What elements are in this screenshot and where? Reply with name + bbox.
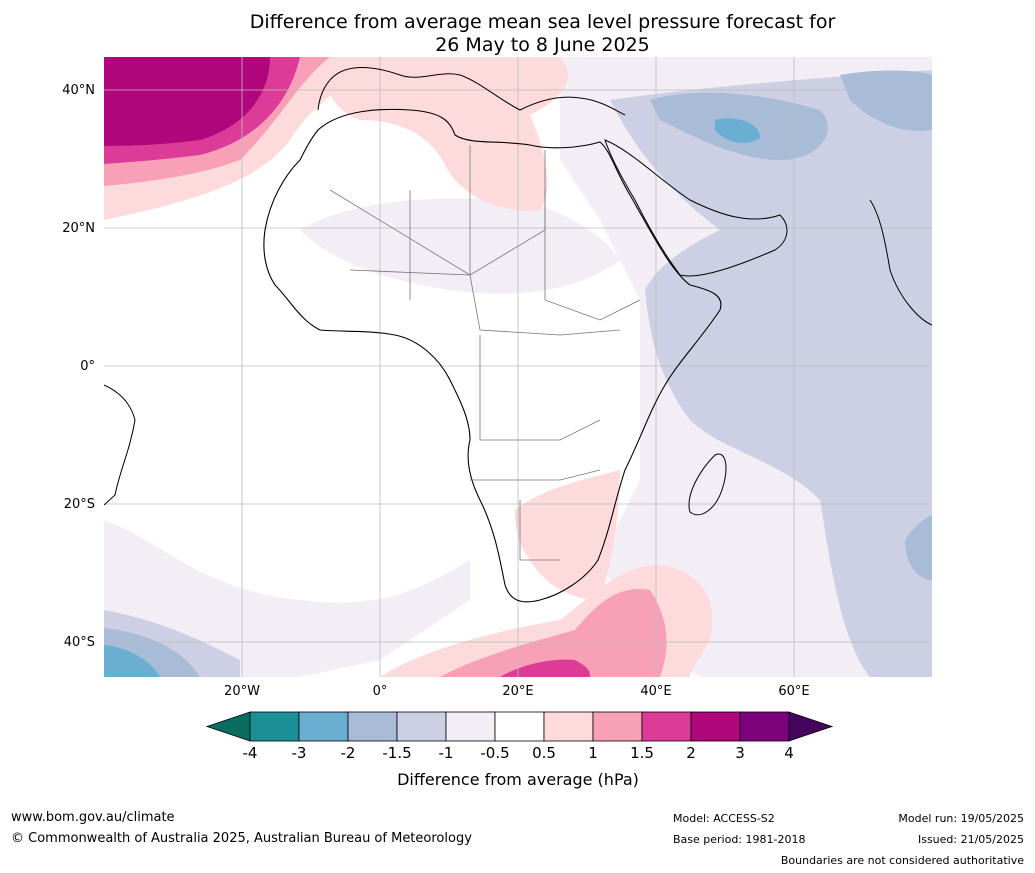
colorbar-tick-label: 1 xyxy=(588,744,598,762)
anomaly-plus2-north-atlantic xyxy=(104,57,270,146)
colorbar-tick-label: -2 xyxy=(340,744,356,762)
chart-title-line-2: 26 May to 8 June 2025 xyxy=(435,34,650,56)
gridlines xyxy=(104,57,932,677)
footer-disclaimer: Boundaries are not considered authoritat… xyxy=(780,854,1024,867)
lon-tick-40e: 40°E xyxy=(640,684,672,699)
anomaly-plus1-southern-ocean xyxy=(440,589,667,677)
europe-coastline xyxy=(317,67,626,116)
chart-title-line-1: Difference from average mean sea level p… xyxy=(249,11,836,33)
lat-tick-equator: 0° xyxy=(80,359,95,374)
anomaly-minus2-iran xyxy=(715,118,760,144)
colorbar-tick-label: -1 xyxy=(438,744,454,762)
colorbar-segment xyxy=(298,711,349,742)
india-coastline xyxy=(869,199,932,326)
colorbar-segment xyxy=(641,711,692,742)
colorbar-segment xyxy=(347,711,398,742)
lat-tick-40s: 40°S xyxy=(63,635,95,650)
footer-copyright: © Commonwealth of Australia 2025, Austra… xyxy=(11,831,472,846)
lat-tick-20s: 20°S xyxy=(63,497,95,512)
lon-tick-20e: 20°E xyxy=(502,684,534,699)
colorbar-tick-label: 0.5 xyxy=(532,744,556,762)
colorbar-segment xyxy=(396,711,447,742)
country-borders xyxy=(329,145,641,561)
lon-tick-0: 0° xyxy=(372,684,388,699)
anomaly-minus1-indian-ocean xyxy=(610,70,932,677)
lon-tick-60e: 60°E xyxy=(778,684,810,699)
footer-model: Model: ACCESS-S2 xyxy=(673,812,775,825)
colorbar-tick-label: -3 xyxy=(291,744,307,762)
colorbar-tick-label: 4 xyxy=(784,744,794,762)
colorbar-segment xyxy=(494,711,545,742)
colorbar-segment xyxy=(739,711,790,742)
arabia-coastline xyxy=(604,139,788,277)
colorbar-tick-label: -4 xyxy=(242,744,258,762)
colorbar-title: Difference from average (hPa) xyxy=(397,770,639,789)
anomaly-minus1-5-southeast xyxy=(905,515,932,580)
colorbar-segment xyxy=(249,711,300,742)
africa-coastline xyxy=(263,108,722,603)
colorbar-tick-label: 2 xyxy=(686,744,696,762)
footer-base-period: Base period: 1981-2018 xyxy=(673,833,806,846)
anomaly-plus0-5-southern-africa xyxy=(515,470,620,600)
madagascar-coastline xyxy=(688,453,727,516)
colorbar-tick-label: 1.5 xyxy=(630,744,654,762)
anomaly-plus0-5-mediterranean xyxy=(326,57,569,211)
colorbar-segment xyxy=(543,711,594,742)
footer-website: www.bom.gov.au/climate xyxy=(11,810,175,825)
lon-tick-20w: 20°W xyxy=(224,684,260,699)
south-america-coastline xyxy=(104,384,136,506)
footer-issued: Issued: 21/05/2025 xyxy=(917,833,1024,846)
colorbar-segment xyxy=(445,711,496,742)
anomaly-minus1-5-tibet xyxy=(840,70,932,131)
colorbar-segment xyxy=(690,711,741,742)
colorbar-extend-low xyxy=(205,711,251,742)
colorbar-extend-high xyxy=(788,711,834,742)
anomaly-plus1-5-southern-ocean xyxy=(500,659,590,677)
lat-tick-20n: 20°N xyxy=(62,221,95,236)
colorbar-tick-label: 3 xyxy=(735,744,745,762)
colorbar-segment xyxy=(592,711,643,742)
footer-model-run: Model run: 19/05/2025 xyxy=(898,812,1024,825)
anomaly-light-negative-south-atlantic xyxy=(104,520,470,677)
lat-tick-40n: 40°N xyxy=(62,83,95,98)
colorbar-tick-label: -1.5 xyxy=(382,744,412,762)
anomaly-minus2-south-atlantic xyxy=(104,645,160,677)
colorbar-tick-label: -0.5 xyxy=(480,744,510,762)
